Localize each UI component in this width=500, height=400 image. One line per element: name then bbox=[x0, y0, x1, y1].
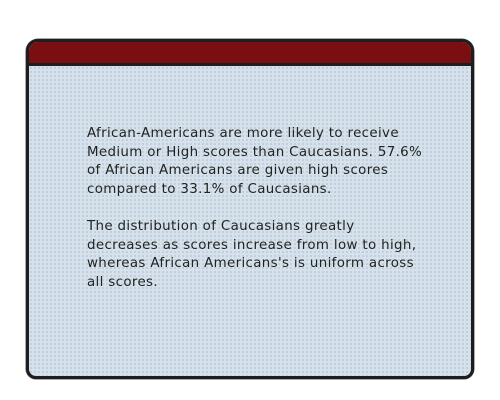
info-window: African-Americans are more likely to rec… bbox=[26, 39, 474, 379]
paragraph-distribution: The distribution of Caucasians greatly d… bbox=[87, 218, 417, 290]
paragraph-score-comparison: African-Americans are more likely to rec… bbox=[87, 126, 423, 197]
window-content: African-Americans are more likely to rec… bbox=[87, 125, 427, 292]
window-titlebar bbox=[29, 42, 471, 66]
